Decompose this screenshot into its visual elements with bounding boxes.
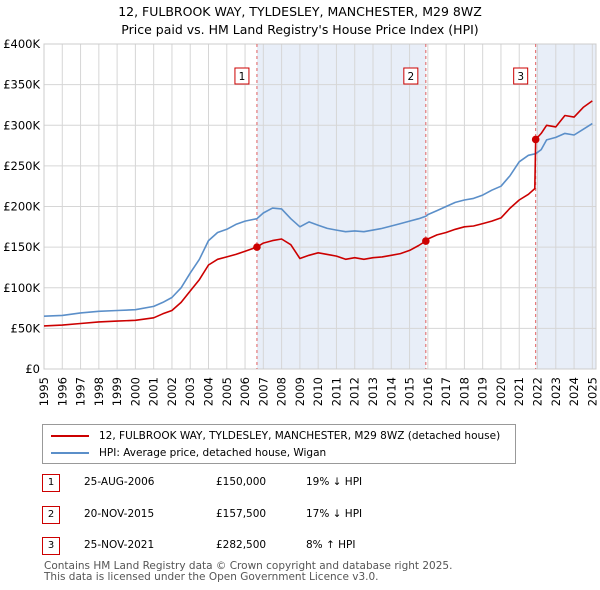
sale-date: 25-NOV-2021 (84, 539, 155, 551)
x-tick-label: 2017 (439, 377, 453, 406)
x-tick-label: 2007 (256, 377, 270, 406)
sale-hpi-diff: 17% ↓ HPI (306, 508, 363, 520)
y-tick-label: £300K (3, 118, 40, 132)
x-tick-label: 1998 (92, 377, 106, 406)
sale-hpi-diff: 8% ↑ HPI (306, 539, 356, 551)
x-tick-label: 2020 (494, 377, 508, 406)
x-tick-label: 2004 (202, 377, 216, 406)
x-tick-label: 2025 (585, 377, 599, 406)
x-tick-label: 2018 (457, 377, 471, 406)
sale-date: 25-AUG-2006 (84, 476, 155, 488)
x-tick-label: 2010 (311, 377, 325, 406)
x-tick-label: 2002 (165, 377, 179, 406)
x-tick-label: 2024 (567, 377, 581, 406)
sale-marker-label: 3 (517, 71, 524, 83)
x-tick-label: 2003 (183, 377, 197, 406)
x-tick-label: 2022 (531, 377, 545, 406)
x-tick-label: 2021 (512, 377, 526, 406)
chart-legend: 12, FULBROOK WAY, TYLDESLEY, MANCHESTER,… (42, 424, 516, 464)
sale-marker-box (403, 67, 419, 85)
x-tick-label: 2012 (348, 377, 362, 406)
chart-title: 12, FULBROOK WAY, TYLDESLEY, MANCHESTER,… (118, 4, 482, 19)
y-tick-label: £0 (25, 362, 40, 376)
price-chart: £0 £50K £100K £150K £200K £250K £300K £350K £400… (3, 37, 599, 406)
x-tick-label: 2014 (384, 377, 398, 406)
y-tick-label: £400K (3, 37, 40, 51)
sale-point (422, 237, 430, 245)
sale-hpi-diff: 19% ↓ HPI (306, 476, 363, 488)
y-tick-label: £50K (11, 321, 41, 335)
x-tick-label: 2015 (403, 377, 417, 406)
x-tick-label: 2016 (421, 377, 435, 406)
sale-price: £157,500 (216, 508, 267, 520)
sale-price: £150,000 (216, 476, 267, 488)
sale-number-badge: 1 (42, 474, 60, 492)
plot-border (43, 43, 597, 370)
property-price-line (43, 100, 593, 327)
x-tick-label: 1996 (55, 377, 69, 406)
sale-number-badge: 3 (42, 537, 60, 555)
sale-marker-label: 2 (407, 71, 414, 83)
y-tick-label: £100K (3, 281, 40, 295)
sale-marker-box (513, 67, 529, 85)
x-tick-label: 1999 (110, 377, 124, 406)
sale-marker-label: 1 (239, 71, 246, 83)
x-tick-label: 2001 (147, 377, 161, 406)
x-tick-label: 2011 (329, 377, 343, 406)
x-tick-label: 1995 (37, 377, 51, 406)
x-tick-label: 2000 (128, 377, 142, 406)
legend-item-hpi: HPI: Average price, detached house, Wiga… (51, 445, 326, 461)
x-tick-label: 2005 (220, 377, 234, 406)
sale-marker-box (234, 67, 250, 85)
chart-subtitle: Price paid vs. HM Land Registry's House … (121, 22, 479, 37)
x-tick-label: 2013 (366, 377, 380, 406)
sale-date: 20-NOV-2015 (84, 508, 155, 520)
x-tick-label: 2023 (549, 377, 563, 406)
y-tick-label: £200K (3, 200, 40, 214)
y-tick-label: £250K (3, 159, 40, 173)
sale-point (253, 243, 261, 251)
x-tick-label: 2006 (238, 377, 252, 406)
sale-number-badge: 2 (42, 506, 60, 524)
sale-point (531, 135, 540, 144)
sale-price: £282,500 (216, 539, 267, 551)
x-tick-label: 2009 (293, 377, 307, 406)
legend-label-hpi: HPI: Average price, detached house, Wiga… (99, 447, 327, 459)
y-tick-label: £350K (3, 78, 40, 92)
hpi-line (43, 122, 593, 317)
footer-licence: This data is licensed under the Open Gov… (44, 571, 379, 583)
legend-item-property: 12, FULBROOK WAY, TYLDESLEY, MANCHESTER,… (51, 428, 500, 444)
legend-label-property: 12, FULBROOK WAY, TYLDESLEY, MANCHESTER,… (99, 430, 501, 442)
x-tick-label: 1997 (74, 377, 88, 406)
y-tick-label: £150K (3, 240, 40, 254)
x-tick-label: 2008 (275, 377, 289, 406)
footer-notice: Contains HM Land Registry data © Crown c… (44, 561, 452, 583)
x-tick-label: 2019 (476, 377, 490, 406)
legend-swatch-property (51, 435, 89, 437)
footer-copyright: Contains HM Land Registry data © Crown c… (44, 560, 453, 572)
legend-swatch-hpi (51, 452, 89, 454)
